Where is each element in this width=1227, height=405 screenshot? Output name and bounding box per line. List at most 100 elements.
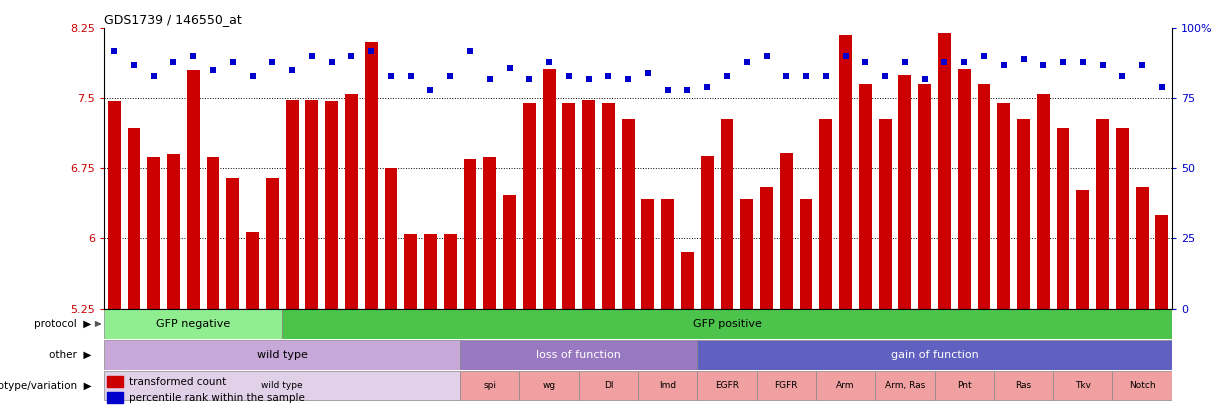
Point — [382, 73, 401, 79]
Bar — [523, 103, 536, 309]
Text: Notch: Notch — [1129, 381, 1156, 390]
Bar — [206, 157, 220, 309]
Point — [243, 73, 263, 79]
Text: Tkv: Tkv — [1075, 381, 1091, 390]
Text: percentile rank within the sample: percentile rank within the sample — [129, 393, 304, 403]
Bar — [147, 157, 161, 309]
Bar — [1037, 94, 1050, 309]
Text: spi: spi — [483, 381, 496, 390]
Text: EGFR: EGFR — [715, 381, 739, 390]
Bar — [562, 103, 575, 309]
Bar — [998, 103, 1010, 309]
Text: Arm, Ras: Arm, Ras — [885, 381, 925, 390]
Point — [539, 59, 558, 65]
Bar — [582, 100, 595, 309]
Bar — [464, 159, 476, 309]
Bar — [108, 392, 123, 403]
Point — [836, 53, 855, 60]
Text: wild type: wild type — [256, 350, 308, 360]
Bar — [918, 84, 931, 309]
Point — [1053, 59, 1072, 65]
Bar — [187, 70, 200, 309]
Text: loss of function: loss of function — [536, 350, 621, 360]
Bar — [839, 35, 852, 309]
Point — [855, 59, 875, 65]
Text: other  ▶: other ▶ — [49, 350, 92, 360]
Bar — [701, 156, 714, 309]
Point — [638, 70, 658, 77]
Bar — [816, 371, 875, 400]
Bar — [364, 43, 378, 309]
Bar — [460, 371, 519, 400]
Point — [1014, 56, 1033, 62]
Bar — [1113, 371, 1172, 400]
Text: wild type: wild type — [261, 381, 303, 390]
Bar — [1156, 215, 1168, 309]
Bar — [757, 371, 816, 400]
Point — [915, 76, 935, 82]
Point — [163, 59, 183, 65]
Point — [1152, 84, 1172, 90]
Bar — [306, 100, 318, 309]
Bar — [697, 371, 757, 400]
Point — [658, 87, 677, 93]
Point — [341, 53, 361, 60]
Bar — [1115, 128, 1129, 309]
Bar — [937, 33, 951, 309]
Bar — [384, 168, 398, 309]
Bar — [978, 84, 990, 309]
Point — [1072, 59, 1092, 65]
Bar — [720, 119, 734, 309]
Point — [796, 73, 816, 79]
Bar — [325, 101, 339, 309]
Point — [263, 59, 282, 65]
Bar — [345, 94, 358, 309]
Point — [204, 67, 223, 74]
Point — [677, 87, 697, 93]
Bar — [1017, 119, 1029, 309]
Bar — [425, 234, 437, 309]
Point — [1033, 62, 1053, 68]
Point — [144, 73, 163, 79]
Point — [124, 62, 144, 68]
Point — [935, 59, 955, 65]
Bar — [681, 252, 694, 309]
Bar — [800, 199, 812, 309]
Bar — [503, 194, 517, 309]
Point — [440, 73, 460, 79]
Bar — [519, 371, 579, 400]
Point — [974, 53, 994, 60]
Bar — [483, 157, 496, 309]
Bar — [460, 340, 697, 369]
Bar — [760, 187, 773, 309]
Bar — [1056, 128, 1070, 309]
Bar — [266, 178, 279, 309]
Bar — [104, 309, 282, 339]
Text: gain of function: gain of function — [891, 350, 978, 360]
Point — [757, 53, 777, 60]
Point — [223, 59, 243, 65]
Text: GFP negative: GFP negative — [156, 319, 231, 329]
Text: Pnt: Pnt — [957, 381, 972, 390]
Text: protocol  ▶: protocol ▶ — [34, 319, 92, 329]
Point — [1113, 73, 1133, 79]
Point — [737, 59, 757, 65]
Text: GDS1739 / 146550_at: GDS1739 / 146550_at — [104, 13, 242, 26]
Point — [994, 62, 1014, 68]
Text: FGFR: FGFR — [774, 381, 798, 390]
Bar — [638, 371, 697, 400]
Point — [480, 76, 499, 82]
Bar — [108, 376, 123, 387]
Bar — [104, 340, 460, 369]
Bar — [958, 68, 971, 309]
Bar — [108, 101, 120, 309]
Point — [302, 53, 321, 60]
Bar — [935, 371, 994, 400]
Point — [282, 67, 302, 74]
Point — [875, 73, 894, 79]
Bar — [128, 128, 140, 309]
Text: genotype/variation  ▶: genotype/variation ▶ — [0, 381, 92, 390]
Bar — [104, 371, 460, 400]
Point — [717, 73, 736, 79]
Point — [777, 73, 796, 79]
